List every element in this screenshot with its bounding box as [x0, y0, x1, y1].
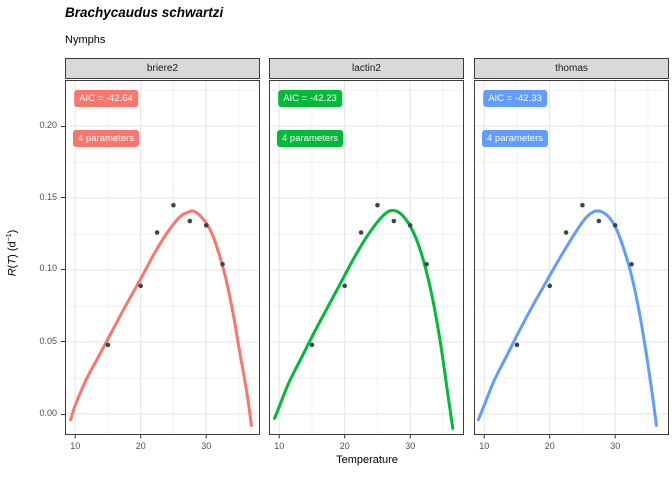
- panel-plot-briere2: 10 20 30: [65, 80, 260, 451]
- y-tick-label-020: 0.20: [39, 120, 57, 130]
- svg-text:10: 10: [479, 441, 489, 451]
- panel-plot-lactin2: 10 20 30: [269, 80, 464, 451]
- plot-title: Brachycaudus schwartzi: [65, 5, 224, 20]
- svg-text:30: 30: [201, 441, 211, 451]
- y-tick-label-005: 0.05: [39, 336, 57, 346]
- svg-text:10: 10: [274, 441, 284, 451]
- parameters-badge-thomas: 4 parameters: [482, 130, 548, 147]
- facet-strip-briere2: briere2: [65, 58, 260, 79]
- facet-strip-lactin2: lactin2: [269, 58, 464, 79]
- facet-panel-briere2: 10 20 30 AIC = -42.64 4 parameters: [65, 80, 260, 451]
- svg-text:20: 20: [545, 441, 555, 451]
- svg-text:10: 10: [70, 441, 80, 451]
- y-axis-title-open-paren: (: [6, 264, 19, 269]
- y-tick-mark: [61, 341, 65, 342]
- y-axis-title-unit-close: ): [6, 229, 19, 234]
- svg-text:20: 20: [136, 441, 146, 451]
- y-axis-title-unit: (d: [6, 241, 19, 255]
- y-tick-mark: [61, 269, 65, 270]
- svg-text:30: 30: [405, 441, 415, 451]
- x-axis-title: Temperature: [336, 454, 398, 466]
- y-axis-title: R(T) (d−1): [6, 208, 22, 298]
- facet-panel-lactin2: 10 20 30 AIC = -42.23 4 parameters: [269, 80, 464, 451]
- y-axis-title-R: R: [6, 268, 19, 277]
- aic-badge-briere2: AIC = -42.64: [74, 90, 138, 107]
- aic-badge-lactin2: AIC = -42.23: [278, 90, 342, 107]
- y-tick-mark: [61, 126, 65, 127]
- parameters-badge-lactin2: 4 parameters: [277, 130, 343, 147]
- parameters-badge-briere2: 4 parameters: [73, 130, 139, 147]
- y-axis-title-close-paren: ): [6, 254, 19, 258]
- y-tick-mark: [61, 414, 65, 415]
- facet-strip-thomas: thomas: [474, 58, 669, 79]
- y-tick-label-000: 0.00: [39, 408, 57, 418]
- facet-panel-thomas: 10 20 30 AIC = -42.33 4 parameters: [474, 80, 669, 451]
- svg-text:30: 30: [610, 441, 620, 451]
- plot-subtitle: Nymphs: [65, 34, 106, 46]
- y-tick-label-010: 0.10: [39, 263, 57, 273]
- y-tick-label-015: 0.15: [39, 192, 57, 202]
- svg-text:20: 20: [340, 441, 350, 451]
- aic-badge-thomas: AIC = -42.33: [483, 90, 547, 107]
- y-axis-title-exponent: −1: [6, 233, 13, 242]
- y-axis-title-T: T: [6, 257, 19, 265]
- y-tick-mark: [61, 197, 65, 198]
